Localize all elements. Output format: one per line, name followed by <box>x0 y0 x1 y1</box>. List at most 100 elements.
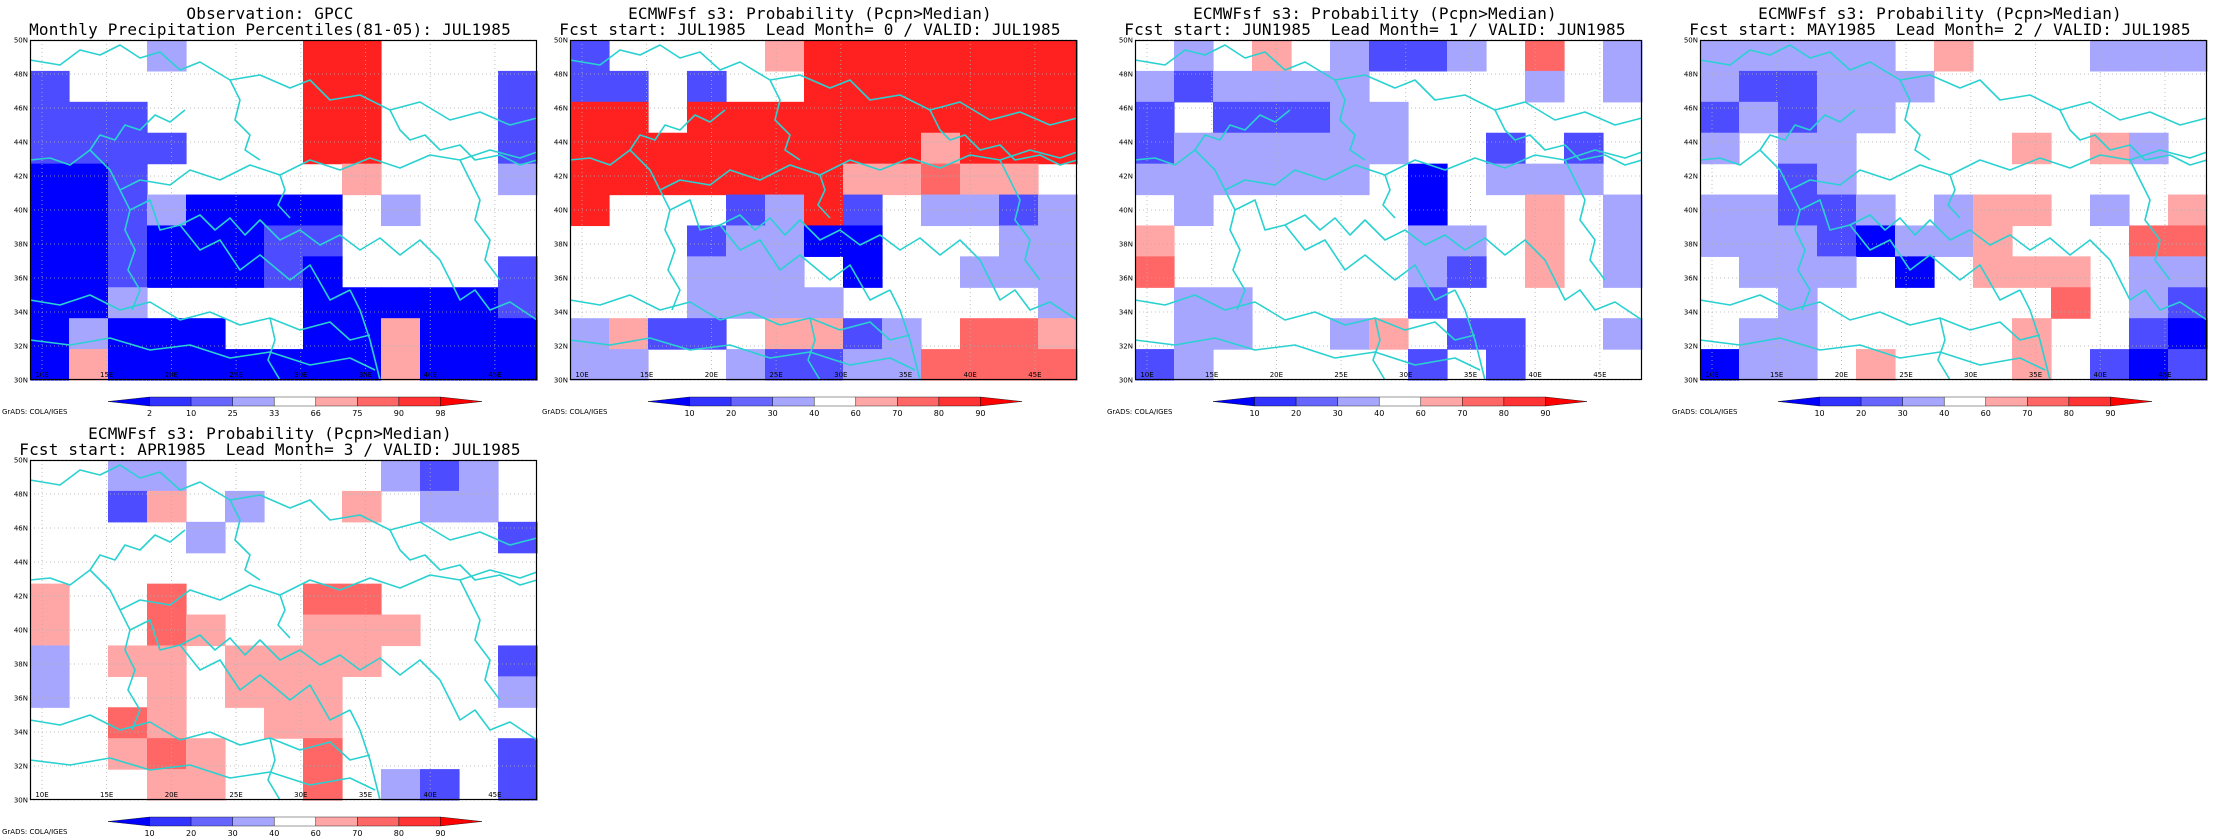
panel-title-line1: ECMWFsf s3: Probability (Pcpn>Median) <box>1758 4 2122 23</box>
grid-cell <box>765 256 805 288</box>
coastline <box>2129 159 2171 281</box>
grid-cell <box>804 163 844 196</box>
grid-cell <box>960 70 1000 103</box>
grid-cell <box>420 318 460 350</box>
grid-cell <box>1739 101 1779 134</box>
grid-cell <box>108 256 148 288</box>
coastline <box>1224 149 1643 191</box>
grid-cell <box>882 349 922 381</box>
colorbar-label: 20 <box>1856 409 1866 418</box>
colorbar-label: 70 <box>892 409 902 418</box>
lon-tick-label: 45E <box>1028 371 1041 379</box>
grid-cell <box>1778 225 1818 257</box>
grid-cell <box>1739 349 1779 381</box>
lon-tick-label: 25E <box>1334 371 1347 379</box>
colorbar-segment <box>1944 396 1986 407</box>
lat-tick-label: 38N <box>14 241 28 249</box>
colorbar-label: 40 <box>809 409 819 418</box>
grid-cell <box>921 349 961 381</box>
colorbar-label: 70 <box>1457 409 1467 418</box>
colorbar-segment <box>357 816 400 827</box>
panel-title-line2: Fcst start: JUL1985 Lead Month= 0 / VALI… <box>559 20 1061 39</box>
grid-cell <box>1895 256 1935 288</box>
grid-cell <box>2129 287 2169 319</box>
grid-cell <box>420 287 460 319</box>
grid-cell <box>1252 132 1292 165</box>
grid-cell <box>186 318 226 350</box>
lon-tick-label: 40E <box>424 371 437 379</box>
coastline <box>179 634 441 681</box>
grid-cell <box>1447 318 1487 350</box>
grid-cell <box>147 40 187 72</box>
grid-cell <box>1603 40 1643 72</box>
grid-cell <box>1174 194 1214 227</box>
grid-cell <box>1486 132 1526 165</box>
lon-tick-label: 15E <box>640 371 653 379</box>
grid-cell <box>570 194 610 227</box>
colorbar-label: 80 <box>394 829 404 838</box>
coastline <box>569 44 1078 126</box>
grid-cell <box>1817 225 1857 257</box>
grid-cell <box>69 256 109 288</box>
coastline <box>1564 159 1606 281</box>
grid-cell <box>459 318 499 350</box>
grid-cell <box>2129 40 2169 72</box>
grid-cell <box>342 583 382 616</box>
grid-cell <box>960 101 1000 134</box>
coastline <box>119 569 538 611</box>
coastline <box>1699 44 2208 126</box>
coastline <box>29 149 351 301</box>
coastline <box>1134 294 1476 341</box>
coastline <box>817 174 831 219</box>
grid-cell <box>999 40 1039 72</box>
coastline <box>29 44 538 126</box>
grid-cell <box>303 40 343 72</box>
coastlines <box>29 44 538 381</box>
lat-tick-label: 34N <box>1684 309 1698 317</box>
grid-cell <box>147 490 187 523</box>
grid-cell <box>1330 101 1370 134</box>
grid-cell <box>999 256 1039 288</box>
lon-tick-label: 25E <box>769 371 782 379</box>
grid-cell <box>999 349 1039 381</box>
colorbar-label: 60 <box>1416 409 1426 418</box>
grid-cells <box>1135 40 1643 381</box>
coastline <box>1229 209 1246 311</box>
grid-cell <box>147 132 187 165</box>
coastline <box>349 709 381 801</box>
colorbar-label: 30 <box>1898 409 1908 418</box>
grid-cell <box>843 101 883 134</box>
grid-cell <box>381 349 421 381</box>
panel-title-line1: ECMWFsf s3: Probability (Pcpn>Median) <box>628 4 992 23</box>
precip-map: 10E 15E 20E 25E 30E 35E 40E 45E 30N 32N 34N 36N 38N 4… <box>14 37 538 385</box>
lat-tick-label: 30N <box>554 377 568 385</box>
grid-cell <box>1038 256 1078 288</box>
lat-tick-label: 42N <box>554 173 568 181</box>
grid-cell <box>1135 70 1175 103</box>
grid-cell <box>882 318 922 350</box>
grid-cell <box>381 460 421 492</box>
grid-cell <box>498 769 538 801</box>
grads-credit: GrADS: COLA/IGES <box>542 408 608 416</box>
grid-cell <box>999 318 1039 350</box>
colorbar-label: 80 <box>1499 409 1509 418</box>
coastline <box>1789 149 2208 191</box>
grid-cell <box>69 163 109 196</box>
coastline <box>124 209 141 311</box>
grid-cell <box>1700 225 1740 257</box>
grid-cell <box>609 101 649 134</box>
grid-cell <box>1038 287 1078 319</box>
grid-cell <box>147 318 187 350</box>
coastline <box>664 209 681 311</box>
colorbar-segment <box>274 396 316 407</box>
grid-cell <box>609 349 649 381</box>
grid-cell <box>303 256 343 288</box>
grads-credit: GrADS: COLA/IGES <box>1107 408 1173 416</box>
colorbar: 10 20 30 40 60 70 80 90 <box>1777 396 2153 418</box>
lon-tick-label: 20E <box>165 371 178 379</box>
lat-tick-label: 30N <box>1119 377 1133 385</box>
grid-cell <box>1525 194 1565 227</box>
grid-cell <box>1700 194 1740 227</box>
lat-tick-label: 48N <box>554 71 568 79</box>
colorbar-segment <box>1379 396 1421 407</box>
